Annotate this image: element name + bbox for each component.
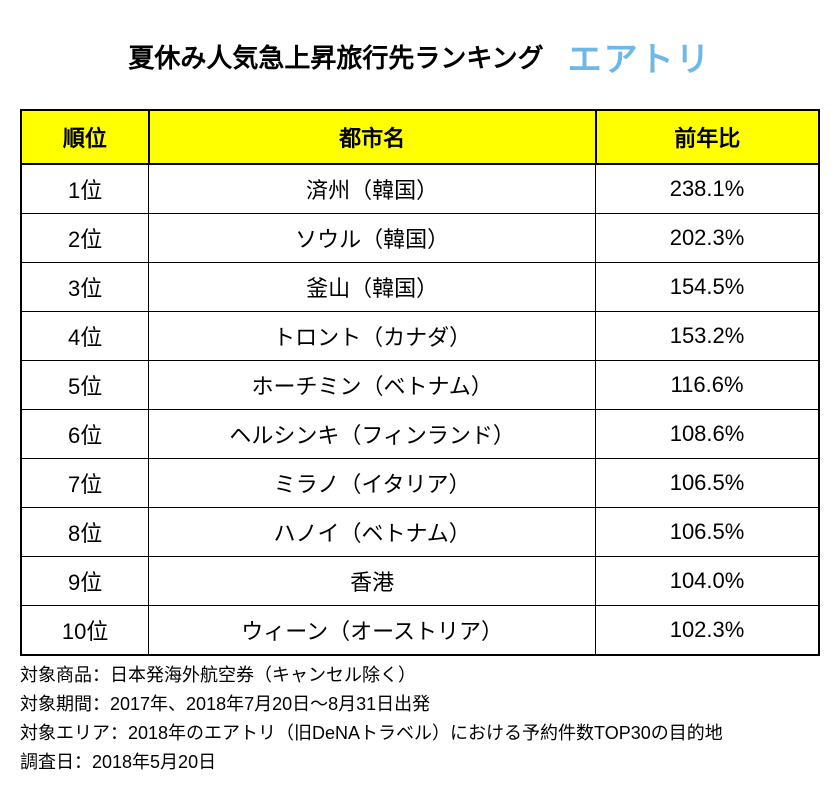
pct-cell: 102.3% [596, 606, 819, 656]
pct-cell: 153.2% [596, 312, 819, 361]
rank-cell: 2位 [21, 214, 149, 263]
city-cell: ミラノ（イタリア） [149, 459, 596, 508]
table-row: 3位釜山（韓国）154.5% [21, 263, 819, 312]
rank-cell: 1位 [21, 164, 149, 214]
pct-cell: 238.1% [596, 164, 819, 214]
pct-cell: 106.5% [596, 508, 819, 557]
note-line: 調査日：2018年5月20日 [20, 749, 820, 776]
note-line: 対象期間：2017年、2018年7月20日～8月31日出発 [20, 691, 820, 718]
city-cell: 釜山（韓国） [149, 263, 596, 312]
table-row: 4位トロント（カナダ）153.2% [21, 312, 819, 361]
table-row: 2位ソウル（韓国）202.3% [21, 214, 819, 263]
rank-cell: 3位 [21, 263, 149, 312]
brand-logo: エアトリ [568, 32, 712, 81]
note-line: 対象エリア：2018年のエアトリ（旧DeNAトラベル）における予約件数TOP30… [20, 720, 820, 747]
table-row: 8位ハノイ（ベトナム）106.5% [21, 508, 819, 557]
rank-cell: 6位 [21, 410, 149, 459]
ranking-table: 順位 都市名 前年比 1位済州（韓国）238.1%2位ソウル（韓国）202.3%… [20, 109, 820, 656]
rank-cell: 8位 [21, 508, 149, 557]
page-title: 夏休み人気急上昇旅行先ランキング [128, 38, 543, 75]
rank-cell: 9位 [21, 557, 149, 606]
pct-cell: 106.5% [596, 459, 819, 508]
pct-cell: 202.3% [596, 214, 819, 263]
city-cell: 香港 [149, 557, 596, 606]
city-cell: ヘルシンキ（フィンランド） [149, 410, 596, 459]
city-cell: トロント（カナダ） [149, 312, 596, 361]
city-cell: ハノイ（ベトナム） [149, 508, 596, 557]
rank-cell: 10位 [21, 606, 149, 656]
city-cell: ホーチミン（ベトナム） [149, 361, 596, 410]
col-rank-header: 順位 [21, 110, 149, 164]
note-line: 対象商品：日本発海外航空券（キャンセル除く） [20, 662, 820, 689]
rank-cell: 7位 [21, 459, 149, 508]
table-body: 1位済州（韓国）238.1%2位ソウル（韓国）202.3%3位釜山（韓国）154… [21, 164, 819, 655]
city-cell: 済州（韓国） [149, 164, 596, 214]
table-row: 5位ホーチミン（ベトナム）116.6% [21, 361, 819, 410]
pct-cell: 116.6% [596, 361, 819, 410]
table-row: 1位済州（韓国）238.1% [21, 164, 819, 214]
pct-cell: 104.0% [596, 557, 819, 606]
table-row: 6位ヘルシンキ（フィンランド）108.6% [21, 410, 819, 459]
pct-cell: 154.5% [596, 263, 819, 312]
city-cell: ソウル（韓国） [149, 214, 596, 263]
header: 夏休み人気急上昇旅行先ランキング エアトリ [20, 32, 820, 81]
table-header-row: 順位 都市名 前年比 [21, 110, 819, 164]
col-city-header: 都市名 [149, 110, 596, 164]
city-cell: ウィーン（オーストリア） [149, 606, 596, 656]
table-row: 10位ウィーン（オーストリア）102.3% [21, 606, 819, 656]
table-row: 9位香港104.0% [21, 557, 819, 606]
table-row: 7位ミラノ（イタリア）106.5% [21, 459, 819, 508]
rank-cell: 5位 [21, 361, 149, 410]
col-pct-header: 前年比 [596, 110, 819, 164]
rank-cell: 4位 [21, 312, 149, 361]
notes-section: 対象商品：日本発海外航空券（キャンセル除く）対象期間：2017年、2018年7月… [20, 662, 820, 776]
pct-cell: 108.6% [596, 410, 819, 459]
